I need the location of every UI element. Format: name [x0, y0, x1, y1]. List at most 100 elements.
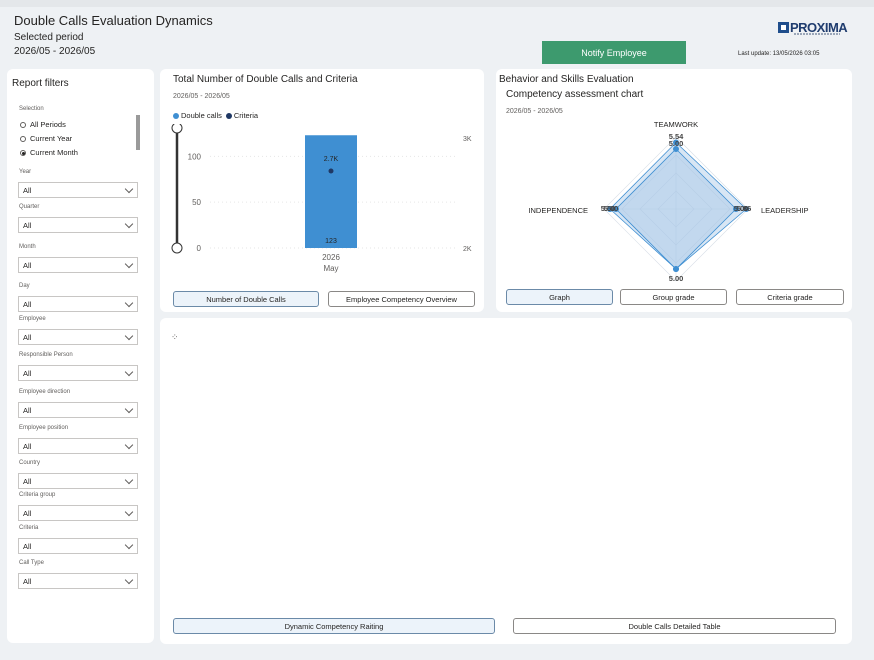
logo-text: PROXIMA [790, 19, 848, 35]
competency-chart-title: Competency assessment chart [506, 89, 644, 100]
tab-number-of-double-calls[interactable]: Number of Double Calls [173, 291, 319, 307]
chevron-down-icon [124, 404, 134, 414]
radar-series-area [615, 148, 737, 270]
filter-select-value: All [23, 332, 32, 342]
tab-employee-competency-overview[interactable]: Employee Competency Overview [328, 291, 475, 307]
logo-mark-icon [778, 21, 789, 33]
filter-select-employee-position[interactable]: All [18, 438, 138, 454]
y-left-tick: 50 [192, 198, 201, 207]
legend-criteria-marker [225, 112, 232, 119]
date-slider-handle-bottom[interactable] [171, 242, 183, 254]
date-slider-handle-top[interactable] [171, 124, 183, 134]
y-left-tick: 0 [197, 244, 202, 253]
chevron-down-icon [124, 259, 134, 269]
filter-select-criteria[interactable]: All [18, 538, 138, 554]
filter-label-employee-position: Employee position [19, 425, 69, 431]
chevron-down-icon [124, 298, 134, 308]
double-calls-title: Total Number of Double Calls and Criteri… [173, 74, 358, 85]
filter-select-day[interactable]: All [18, 296, 138, 312]
page-title: Double Calls Evaluation Dynamics [14, 13, 213, 28]
radio-circle-icon [20, 121, 26, 128]
filter-label-country: Country [19, 460, 41, 466]
logo-tagline-decoration [794, 33, 840, 35]
filter-label-quarter: Quarter [19, 204, 40, 210]
radar-value-label: 5.00 [604, 204, 619, 213]
notify-employee-button[interactable]: Notify Employee [542, 41, 686, 64]
report-filters-title: Report filters [12, 78, 69, 89]
radar-point[interactable] [673, 266, 679, 272]
radar-point[interactable] [733, 206, 739, 212]
filter-select-responsible-person[interactable]: All [18, 365, 138, 381]
filter-label-year: Year [19, 169, 32, 175]
filter-select-month[interactable]: All [18, 257, 138, 273]
chevron-down-icon [124, 575, 134, 585]
selection-radio-2[interactable]: Current Month [20, 148, 78, 157]
y-left-tick: 100 [188, 152, 202, 161]
double-calls-chart: 0 50 100 2K 3K 123 2.7K 2026 May [171, 124, 472, 273]
radar-axis-label: TEAMWORK [654, 120, 698, 129]
filter-select-quarter[interactable]: All [18, 217, 138, 233]
tab-graph[interactable]: Graph [506, 289, 613, 305]
filter-select-call-type[interactable]: All [18, 573, 138, 589]
selection-radio-1[interactable]: Current Year [20, 134, 72, 143]
radar-axis-label: LEADERSHIP [761, 206, 809, 215]
competency-chart-period: 2026/05 - 2026/05 [506, 108, 563, 115]
bar-data-label: 123 [325, 238, 337, 245]
filter-label-criteria-group: Criteria group [19, 492, 56, 498]
selection-label: Selection [19, 106, 44, 112]
filter-select-year[interactable]: All [18, 182, 138, 198]
loading-spinner-icon: ⁘ [171, 332, 179, 342]
x-tick-year: 2026 [322, 253, 340, 262]
proxima-logo: PROXIMA [778, 18, 848, 36]
radar-value-label: 5.00 [669, 139, 684, 148]
radar-axis-label: INDEPENDENCE [528, 206, 588, 215]
double-calls-card: Total Number of Double Calls and Criteri… [160, 69, 484, 312]
report-filters-panel: Report filters Selection All Periods Curr… [7, 69, 154, 643]
chevron-down-icon [124, 219, 134, 229]
radar-point[interactable] [673, 139, 679, 146]
legend-criteria-label: Criteria [233, 111, 259, 120]
radar-value-label: 5.50 [601, 204, 616, 213]
filter-label-employee: Employee [19, 316, 46, 322]
chevron-down-icon [124, 184, 134, 194]
chevron-down-icon [124, 540, 134, 550]
filter-select-employee[interactable]: All [18, 329, 138, 345]
legend-double-calls-marker [173, 112, 179, 119]
radar-point[interactable] [613, 206, 619, 212]
criteria-point[interactable] [328, 168, 334, 174]
bar-double-calls[interactable] [305, 135, 357, 248]
chevron-down-icon [124, 367, 134, 377]
filter-label-call-type: Call Type [19, 560, 44, 566]
radar-value-label: 5.86 [737, 204, 752, 213]
dynamics-card: ⁘ Dynamic Competency Raiting Double Call… [160, 318, 852, 644]
filter-label-criteria: Criteria [19, 525, 39, 531]
filter-select-country[interactable]: All [18, 473, 138, 489]
tab-criteria-grade[interactable]: Criteria grade [736, 289, 844, 305]
competency-radar-chart: TEAMWORKLEADERSHIPINDEPENDENCE5.545.005.… [528, 120, 809, 283]
filter-select-value: All [23, 185, 32, 195]
filter-label-responsible-person: Responsible Person [19, 352, 73, 358]
selection-scrollbar[interactable] [136, 115, 140, 150]
tab-group-grade[interactable]: Group grade [620, 289, 727, 305]
filter-select-employee-direction[interactable]: All [18, 402, 138, 418]
double-calls-period: 2026/05 - 2026/05 [173, 93, 230, 100]
chevron-down-icon [124, 475, 134, 485]
skills-evaluation-card: Behavior and Skills Evaluation Competenc… [496, 69, 852, 312]
chevron-down-icon [124, 440, 134, 450]
filter-label-employee-direction: Employee direction [19, 389, 71, 395]
tab-dynamic-competency-raiting[interactable]: Dynamic Competency Raiting [173, 618, 495, 634]
selection-radio-label: Current Year [30, 134, 73, 143]
radio-circle-icon [20, 149, 26, 156]
legend-double-calls-label: Double calls [181, 111, 222, 120]
filter-select-value: All [23, 508, 32, 518]
x-tick-month: May [323, 264, 338, 273]
filter-select-value: All [23, 541, 32, 551]
selection-radio-0[interactable]: All Periods [20, 120, 66, 129]
radar-point[interactable] [607, 206, 613, 212]
radar-point[interactable] [743, 206, 750, 212]
tab-double-calls-detailed-table[interactable]: Double Calls Detailed Table [513, 618, 836, 634]
radar-point[interactable] [673, 146, 679, 152]
chevron-down-icon [124, 507, 134, 517]
y-right-tick: 2K [463, 246, 472, 253]
filter-select-criteria-group[interactable]: All [18, 505, 138, 521]
